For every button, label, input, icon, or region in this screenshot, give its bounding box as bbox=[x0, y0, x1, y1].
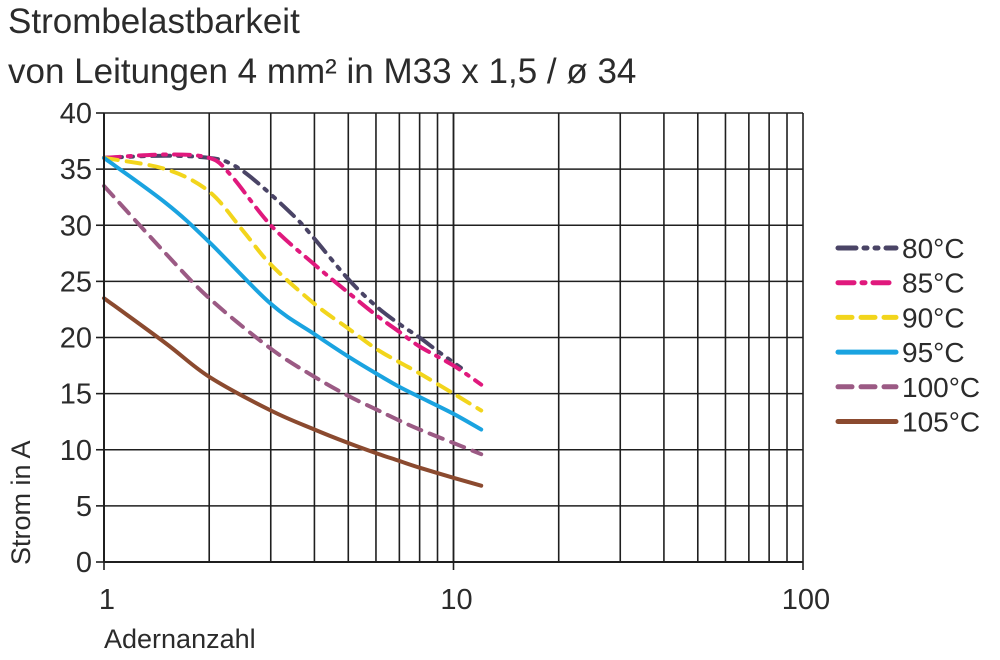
y-tick-label: 30 bbox=[60, 210, 92, 242]
legend-label: 90°C bbox=[902, 302, 965, 333]
y-axis-label: Strom in A bbox=[6, 440, 36, 565]
y-tick-label: 20 bbox=[60, 323, 92, 355]
legend-label: 85°C bbox=[902, 268, 965, 299]
series-line-105C bbox=[102, 296, 484, 488]
series-line-95C bbox=[102, 155, 484, 432]
legend-label: 95°C bbox=[902, 337, 965, 368]
grid bbox=[103, 112, 804, 563]
series-line-85C bbox=[102, 152, 484, 387]
x-tick-label: 1 bbox=[99, 584, 115, 616]
legend-label: 105°C bbox=[902, 407, 980, 438]
legend: 80°C 85°C90°C 95°C 100°C 105°C bbox=[835, 233, 980, 438]
chart-title: Strombelastbarkeit bbox=[8, 2, 300, 41]
series-line-90C bbox=[102, 155, 484, 413]
legend-label: 80°C bbox=[902, 233, 965, 264]
series-line-100C bbox=[102, 184, 484, 457]
y-tick-label: 0 bbox=[76, 547, 92, 579]
legend-label: 100°C bbox=[902, 372, 980, 403]
y-tick-label: 40 bbox=[60, 98, 92, 130]
x-axis-label: Adernanzahl bbox=[104, 624, 256, 654]
x-tick-label: 10 bbox=[440, 584, 472, 616]
chart-subtitle: von Leitungen 4 mm² in M33 x 1,5 / ø 34 bbox=[8, 52, 637, 91]
series-group bbox=[102, 152, 484, 488]
tick-labels: 0 5 10 15 20 25 30 35 40 1 10 100 bbox=[60, 98, 830, 616]
x-tick-label: 100 bbox=[782, 584, 830, 616]
axes bbox=[96, 112, 804, 570]
y-tick-label: 25 bbox=[60, 266, 92, 298]
y-tick-label: 15 bbox=[60, 379, 92, 411]
y-tick-label: 35 bbox=[60, 154, 92, 186]
y-tick-label: 5 bbox=[76, 491, 92, 523]
y-tick-label: 10 bbox=[60, 435, 92, 467]
